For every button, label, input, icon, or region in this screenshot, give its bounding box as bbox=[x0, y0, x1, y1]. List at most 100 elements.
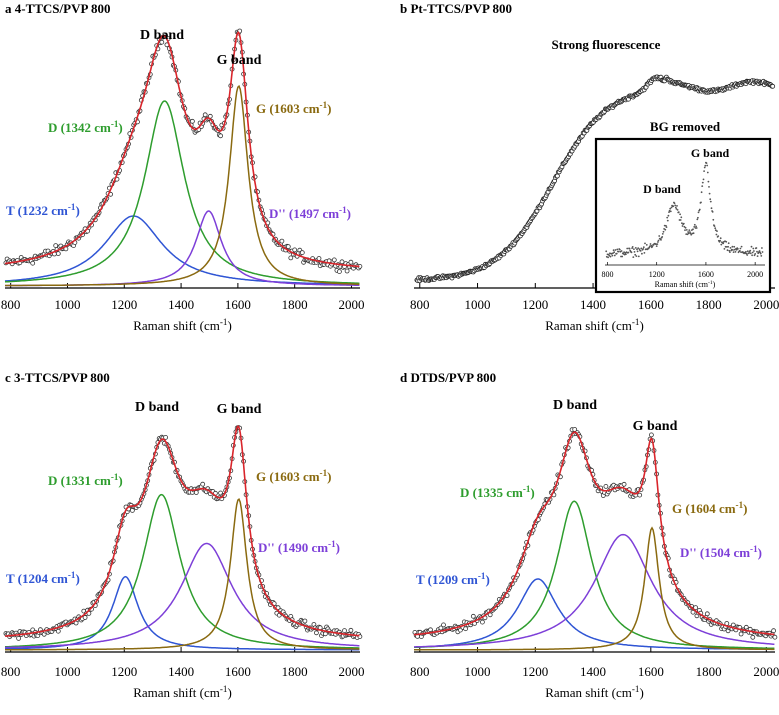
inset-data-point bbox=[692, 232, 695, 235]
fit-Dpppp bbox=[414, 533, 775, 648]
inset-data-point bbox=[637, 247, 640, 250]
data-point bbox=[339, 259, 345, 265]
data-point bbox=[738, 631, 744, 637]
x-tick-label: 1800 bbox=[696, 664, 722, 679]
x-tick-label: 1400 bbox=[168, 297, 194, 312]
inset-data-point bbox=[715, 233, 718, 236]
data-point bbox=[292, 247, 298, 253]
inset-data-point bbox=[626, 247, 629, 250]
inset-data-point bbox=[714, 227, 717, 230]
inset-data-point bbox=[709, 200, 712, 203]
data-point bbox=[772, 634, 778, 640]
inset-data-point bbox=[681, 225, 684, 227]
data-point bbox=[55, 628, 61, 634]
inset-frame bbox=[594, 137, 772, 294]
x-tick-label: 800 bbox=[1, 664, 21, 679]
inset-data-point bbox=[755, 247, 758, 249]
inset-data-point bbox=[727, 242, 730, 245]
inset-data-point bbox=[689, 232, 692, 235]
fit-D bbox=[4, 100, 360, 284]
inset-data-point bbox=[720, 243, 723, 246]
inset-data-point bbox=[713, 225, 716, 228]
x-tick-label: 1200 bbox=[111, 664, 137, 679]
inset-data-point bbox=[705, 162, 708, 165]
inset-data-point bbox=[708, 186, 710, 188]
inset-x-tick-label: 2000 bbox=[747, 270, 763, 279]
inset-data-point bbox=[717, 235, 720, 238]
inset-data-point bbox=[666, 219, 669, 222]
inset-data-point bbox=[739, 247, 742, 250]
data-point bbox=[649, 432, 654, 438]
inset-data-point bbox=[605, 250, 608, 253]
inset-data-point bbox=[759, 252, 762, 255]
inset-data-point bbox=[683, 225, 686, 228]
inset-data-point bbox=[729, 247, 732, 249]
panel-title: c 3-TTCS/PVP 800 bbox=[5, 370, 110, 385]
inset-data-point bbox=[669, 207, 672, 210]
x-tick-label: 1000 bbox=[54, 664, 80, 679]
data-point bbox=[479, 619, 485, 625]
inset-data-point bbox=[676, 205, 678, 207]
inset-data-point bbox=[696, 218, 699, 221]
inset-data-point bbox=[630, 251, 633, 254]
data-point bbox=[218, 133, 224, 139]
chart-panel-2: c 3-TTCS/PVP 800 800 1000 1200 1400 1600 1800 2… bbox=[1, 370, 365, 700]
inset-data-point bbox=[643, 252, 646, 254]
chart-panel-3: d DTDS/PVP 800 800 1000 1200 1400 1600 1800 200… bbox=[400, 370, 779, 700]
x-tick-label: 1200 bbox=[111, 297, 137, 312]
inset-data-point bbox=[725, 240, 728, 243]
peak-label-G: G (1603 cm-1) bbox=[256, 468, 331, 484]
inset-band-label-d: D band bbox=[643, 182, 681, 196]
data-point bbox=[322, 631, 328, 637]
inset-data-point bbox=[658, 235, 661, 237]
inset-title: BG removed bbox=[650, 119, 721, 134]
data-point bbox=[704, 611, 710, 617]
inset-data-point bbox=[673, 202, 676, 205]
panel-title: a 4-TTCS/PVP 800 bbox=[5, 1, 110, 16]
inset-data-point bbox=[674, 204, 677, 207]
inset-data-point bbox=[702, 178, 705, 181]
inset-data-point bbox=[690, 233, 693, 236]
inset-data-point bbox=[682, 222, 685, 225]
inset-data-point bbox=[679, 213, 681, 216]
inset-data-point bbox=[692, 228, 694, 231]
inset-data-point bbox=[621, 255, 624, 258]
x-tick-label: 1600 bbox=[638, 664, 664, 679]
inset-data-point bbox=[687, 232, 690, 235]
inset-data-point bbox=[701, 185, 704, 188]
inset-data-point bbox=[620, 250, 623, 252]
x-tick-label: 1000 bbox=[465, 297, 491, 312]
x-tick-label: 1800 bbox=[282, 297, 308, 312]
x-tick-label: 1400 bbox=[580, 664, 606, 679]
panel-title: b Pt-TTCS/PVP 800 bbox=[400, 1, 512, 16]
total-fit bbox=[5, 425, 360, 637]
peak-label-Dpppp: D'' (1497 cm-1) bbox=[269, 205, 351, 221]
data-point bbox=[159, 39, 165, 45]
data-point bbox=[750, 634, 756, 640]
inset: 800 1200 1600 2000 Raman shift (cm-1) D band G… bbox=[594, 137, 772, 294]
x-axis-label: Raman shift (cm-1) bbox=[133, 317, 232, 333]
panel-title: d DTDS/PVP 800 bbox=[400, 370, 496, 385]
x-tick-label: 1800 bbox=[696, 297, 722, 312]
inset-data-point bbox=[677, 211, 680, 214]
inset-data-point bbox=[754, 253, 757, 255]
inset-data-point bbox=[645, 244, 648, 246]
inset-data-point bbox=[642, 246, 645, 249]
x-tick-label: 800 bbox=[410, 297, 430, 312]
data-point bbox=[441, 622, 446, 628]
inset-data-point bbox=[674, 206, 677, 209]
peak-label-Dpppp: D'' (1490 cm-1) bbox=[258, 539, 340, 555]
data-point bbox=[637, 492, 643, 498]
inset-data-point bbox=[758, 250, 761, 252]
inset-data-point bbox=[665, 226, 668, 229]
data-point bbox=[288, 255, 294, 261]
inset-data-point bbox=[636, 250, 639, 253]
inset-data-point bbox=[640, 247, 643, 250]
x-tick-label: 2000 bbox=[753, 664, 779, 679]
inset-data-point bbox=[669, 210, 672, 213]
data-point bbox=[331, 257, 337, 263]
inset-data-point bbox=[680, 216, 683, 219]
inset-data-point bbox=[641, 252, 643, 255]
inset-data-point bbox=[750, 245, 753, 248]
inset-data-point bbox=[703, 170, 705, 173]
